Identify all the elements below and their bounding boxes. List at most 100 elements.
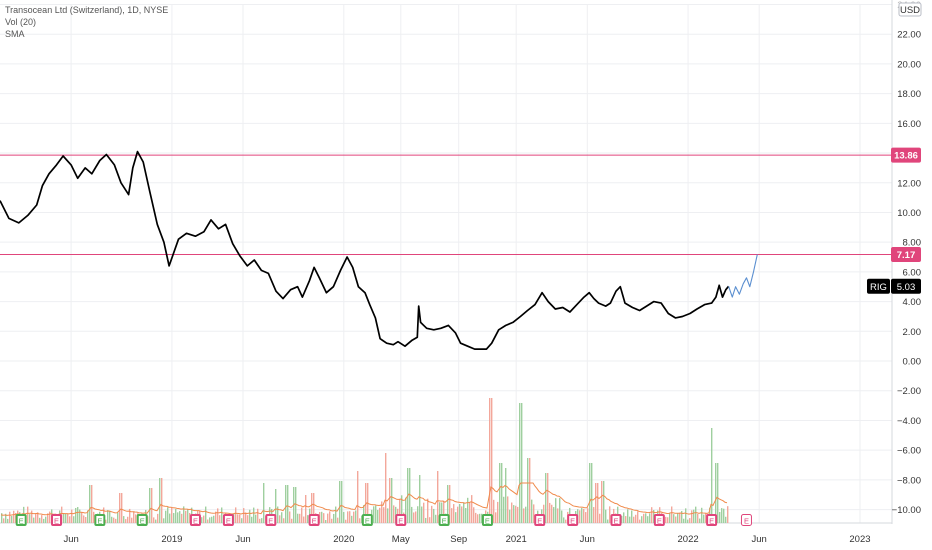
volume-bar bbox=[155, 519, 157, 523]
volume-bar bbox=[589, 463, 591, 523]
volume-bar bbox=[299, 513, 301, 523]
volume-bar bbox=[307, 515, 309, 523]
volume-bar bbox=[499, 463, 501, 523]
volume-bar bbox=[387, 508, 389, 523]
volume-bar bbox=[203, 515, 205, 523]
x-tick-label: Sep bbox=[450, 534, 467, 545]
earnings-marker-label: E bbox=[442, 517, 447, 526]
grid bbox=[0, 0, 893, 524]
volume-bar bbox=[531, 499, 533, 523]
y-tick-label: −4.00 bbox=[897, 416, 921, 427]
volume-bar bbox=[241, 518, 243, 523]
volume-bar bbox=[509, 509, 511, 523]
volume-bar bbox=[373, 506, 375, 523]
volume-bar bbox=[727, 506, 729, 523]
volume-bar bbox=[517, 506, 519, 523]
volume-bar bbox=[235, 507, 237, 523]
volume-bar bbox=[111, 516, 113, 523]
volume-bar bbox=[629, 516, 631, 523]
volume-bar bbox=[353, 511, 355, 523]
time-axis[interactable]: Jun 2019 Jun 2020 May Sep 2021 Jun 2022 Jun 2023 bbox=[63, 534, 870, 545]
volume-bar bbox=[179, 511, 181, 523]
volume-bar bbox=[211, 516, 213, 523]
volume-bar bbox=[49, 511, 51, 523]
volume-bar bbox=[165, 510, 167, 523]
volume-bar bbox=[493, 499, 495, 523]
legend-volume[interactable]: Vol (20) bbox=[5, 17, 37, 27]
volume-bar bbox=[497, 501, 499, 523]
volume-bar bbox=[131, 517, 133, 523]
volume-bar bbox=[453, 504, 455, 523]
volume-bar bbox=[243, 508, 245, 523]
volume-bar bbox=[159, 478, 161, 523]
volume-bar bbox=[557, 508, 559, 523]
volume-bar bbox=[393, 505, 395, 523]
volume-bar bbox=[47, 513, 49, 523]
volume-bar bbox=[355, 510, 357, 523]
horizontal-levels[interactable] bbox=[0, 154, 892, 256]
volume-bar bbox=[67, 513, 69, 523]
volume-bar bbox=[157, 513, 159, 523]
earnings-marker-label: E bbox=[485, 517, 490, 526]
volume-bar bbox=[591, 463, 593, 523]
volume-bar bbox=[507, 496, 509, 523]
volume-bar bbox=[337, 517, 339, 523]
volume-bar bbox=[329, 511, 331, 523]
legend-title[interactable]: Transocean Ltd (Switzerland), 1D, NYSE bbox=[5, 5, 169, 15]
volume-bar bbox=[585, 512, 587, 523]
volume-bar bbox=[5, 513, 7, 523]
volume-bar bbox=[439, 502, 441, 523]
earnings-marker-label: E bbox=[140, 517, 145, 526]
volume-bar bbox=[419, 475, 421, 523]
volume-bar bbox=[105, 519, 107, 523]
volume-bar bbox=[287, 485, 289, 523]
volume-bar bbox=[645, 513, 647, 523]
earnings-marker-label: E bbox=[657, 517, 662, 526]
y-tick-label: 4.00 bbox=[903, 297, 922, 308]
legend-sma[interactable]: SMA bbox=[5, 29, 25, 39]
volume-bar bbox=[477, 514, 479, 523]
volume-bar bbox=[11, 516, 13, 523]
volume-bar bbox=[153, 517, 155, 523]
volume-bar bbox=[361, 515, 363, 523]
volume-bar bbox=[239, 514, 241, 523]
y-tick-label: −6.00 bbox=[897, 446, 921, 457]
volume-bar bbox=[593, 507, 595, 523]
volume-bar bbox=[561, 510, 563, 523]
volume-bar bbox=[125, 519, 127, 523]
volume-bar bbox=[161, 478, 163, 523]
volume-bar bbox=[565, 519, 567, 523]
volume-bar bbox=[547, 473, 549, 523]
volume-bar bbox=[61, 506, 63, 523]
volume-bar bbox=[117, 512, 119, 523]
earnings-marker-inner bbox=[17, 516, 25, 524]
earnings-marker-inner bbox=[224, 516, 232, 524]
volume-bar bbox=[323, 513, 325, 523]
earnings-marker-inner bbox=[138, 516, 146, 524]
volume-bar bbox=[687, 519, 689, 523]
volume-bar bbox=[31, 510, 33, 523]
volume-bar bbox=[77, 507, 79, 523]
volume-bar bbox=[469, 502, 471, 523]
volume-bar bbox=[721, 508, 723, 523]
volume-bar bbox=[383, 507, 385, 523]
volume-bar bbox=[441, 502, 443, 523]
volume-bar bbox=[283, 518, 285, 523]
volume-bar bbox=[639, 519, 641, 523]
volume-bar bbox=[181, 513, 183, 523]
volume-bar bbox=[701, 507, 703, 523]
volume-bar bbox=[525, 506, 527, 523]
volume-bar bbox=[127, 516, 129, 523]
volume-bar bbox=[149, 488, 151, 523]
volume-bar bbox=[207, 519, 209, 523]
volume-bar bbox=[471, 495, 473, 523]
volume-bar bbox=[399, 499, 401, 523]
volume-bar bbox=[411, 506, 413, 523]
volume-bar bbox=[9, 511, 11, 523]
price-line bbox=[0, 150, 730, 350]
volume-bar bbox=[653, 510, 655, 523]
volume-bar bbox=[261, 518, 263, 523]
volume-bar bbox=[633, 516, 635, 523]
